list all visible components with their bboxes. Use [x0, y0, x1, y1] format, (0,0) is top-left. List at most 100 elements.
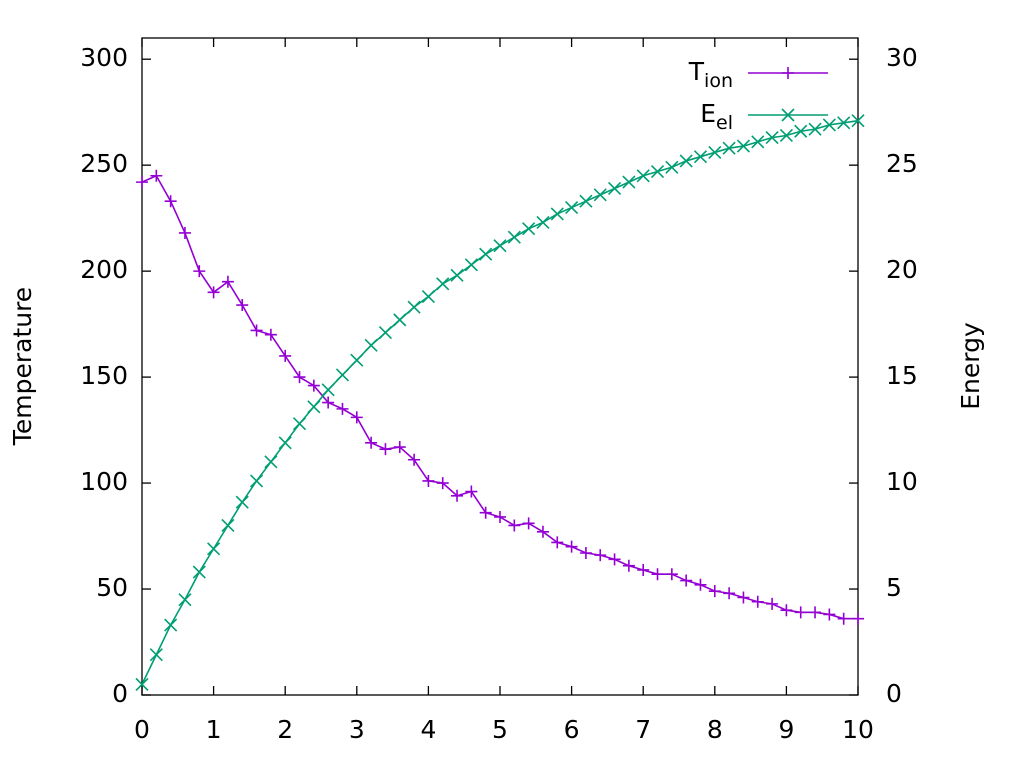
data-point	[207, 286, 220, 299]
x-tick-label: 10	[842, 715, 874, 744]
y-tick-label: 50	[96, 573, 128, 602]
y-tick-label: 0	[112, 679, 128, 708]
data-point	[422, 474, 435, 487]
data-point	[207, 542, 221, 556]
data-point	[364, 338, 378, 352]
data-point	[837, 612, 850, 625]
y-tick-label: 250	[80, 149, 128, 178]
data-point	[608, 553, 621, 566]
data-point	[708, 145, 722, 160]
data-point	[136, 176, 148, 189]
data-point	[292, 417, 307, 431]
data-point	[565, 200, 579, 215]
y-tick-label: 100	[80, 467, 128, 496]
data-point	[507, 230, 521, 244]
data-point	[178, 226, 191, 239]
data-point	[607, 181, 622, 196]
data-point	[450, 268, 464, 282]
data-point	[522, 222, 536, 236]
data-point	[178, 593, 192, 607]
data-point	[723, 587, 736, 600]
x-tick-label: 0	[134, 715, 150, 744]
data-point	[851, 114, 865, 128]
data-point	[852, 612, 864, 625]
data-point	[264, 455, 278, 469]
y-tick-label: 150	[80, 361, 128, 390]
data-point	[694, 578, 707, 591]
data-point	[622, 559, 635, 572]
data-point	[837, 116, 851, 130]
data-point	[365, 436, 378, 449]
x-tick-label: 3	[349, 715, 365, 744]
x-tick-label: 7	[635, 715, 651, 744]
data-point	[693, 150, 708, 164]
data-point	[637, 563, 650, 576]
legend-subscript: ion	[704, 70, 733, 92]
data-point	[322, 396, 335, 409]
data-point	[780, 604, 793, 617]
data-point	[665, 160, 679, 174]
data-point	[665, 568, 678, 581]
data-point	[250, 324, 263, 337]
data-point	[379, 443, 392, 456]
data-point	[594, 549, 607, 562]
data-point	[407, 300, 421, 314]
data-point	[522, 517, 535, 530]
data-point	[708, 585, 721, 598]
data-point	[736, 139, 751, 153]
y2-tick-label: 0	[886, 679, 902, 708]
data-point	[335, 368, 350, 382]
legend-label: Tion	[688, 57, 733, 92]
data-point	[278, 436, 292, 450]
y-tick-label: 200	[80, 255, 128, 284]
x-tick-label: 6	[564, 715, 580, 744]
x-tick-label: 9	[778, 715, 794, 744]
data-point	[465, 485, 478, 498]
data-point	[378, 326, 393, 340]
y2-tick-label: 25	[886, 149, 918, 178]
legend-marker	[782, 67, 794, 79]
legend-marker	[781, 108, 795, 122]
data-point	[766, 597, 779, 610]
y-tick-label: 300	[80, 43, 128, 72]
series-line	[141, 174, 858, 620]
data-point	[536, 525, 549, 538]
data-point	[249, 474, 264, 488]
plot-frame	[141, 37, 859, 696]
data-point	[436, 477, 449, 490]
data-point	[794, 606, 807, 619]
data-point	[550, 207, 564, 221]
data-point	[622, 175, 636, 189]
data-point	[737, 591, 750, 604]
data-point	[421, 289, 435, 304]
data-point	[321, 383, 335, 397]
data-point	[822, 118, 836, 132]
data-point	[279, 349, 292, 362]
data-point	[593, 188, 607, 202]
legend-label: Eel	[700, 99, 733, 134]
data-point	[722, 141, 736, 155]
data-point	[493, 239, 507, 253]
data-point	[679, 154, 693, 168]
data-point	[464, 258, 478, 272]
data-point	[393, 441, 406, 454]
data-point	[436, 277, 450, 291]
data-point	[164, 195, 177, 208]
data-point	[350, 353, 364, 367]
data-point	[809, 606, 822, 619]
x-tick-label: 1	[206, 715, 222, 744]
data-point	[751, 595, 764, 608]
data-point	[751, 135, 765, 149]
data-point	[350, 411, 363, 424]
data-point	[264, 328, 277, 341]
data-point	[479, 506, 492, 519]
data-point	[164, 618, 178, 632]
data-point	[293, 371, 306, 384]
data-point	[221, 275, 234, 288]
data-point	[221, 518, 235, 533]
legend-subscript: el	[716, 112, 733, 134]
legend-name: T	[688, 57, 705, 86]
data-point	[235, 495, 249, 509]
data-point	[636, 169, 650, 183]
